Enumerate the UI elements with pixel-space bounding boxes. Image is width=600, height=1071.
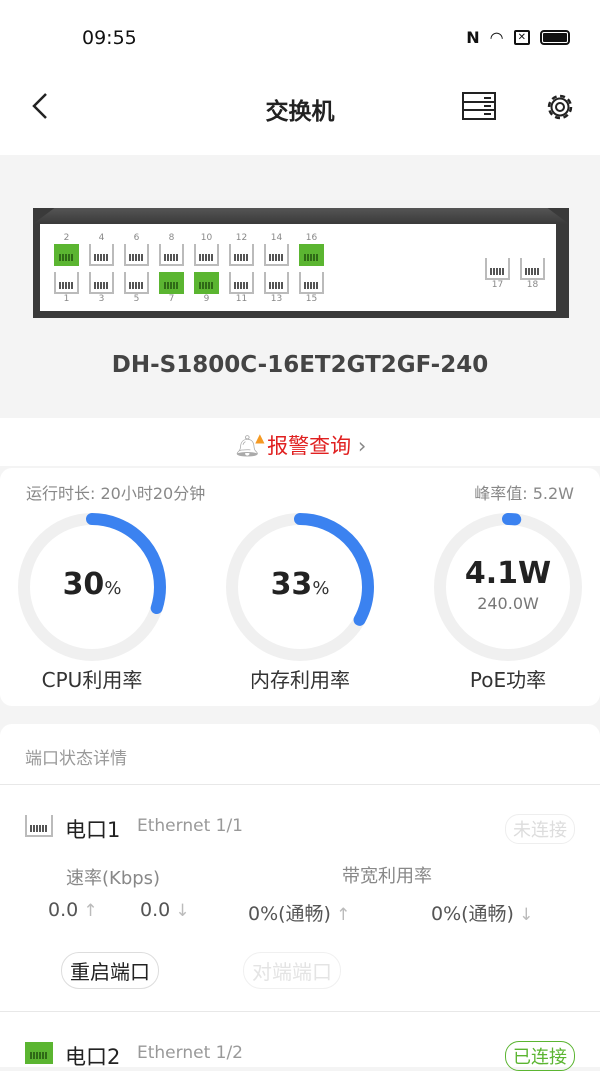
alarm-bell-icon: 🔔︎ ▲ bbox=[233, 431, 265, 458]
switch-port-9[interactable] bbox=[194, 272, 219, 294]
gauge-label: PoE功率 bbox=[469, 668, 547, 692]
gauge-value: 33 bbox=[270, 567, 313, 602]
arrow-up-icon: ↑ bbox=[83, 901, 98, 921]
gauge-unit: % bbox=[312, 578, 330, 599]
bandwidth-label: 带宽利用率 bbox=[342, 866, 432, 887]
port-number: 8 bbox=[168, 233, 175, 243]
nfc-icon: N bbox=[466, 28, 480, 47]
port-number: 13 bbox=[270, 294, 283, 304]
port-number: 1 bbox=[63, 294, 70, 304]
ports-section-title: 端口状态详情 bbox=[25, 749, 127, 769]
gauge-label: 内存利用率 bbox=[250, 668, 350, 692]
gauge-fill bbox=[226, 513, 374, 661]
alarm-label: 报警查询 bbox=[267, 434, 352, 458]
peer-port-button[interactable]: 对端端口 bbox=[243, 952, 341, 989]
switch-port-18[interactable] bbox=[520, 258, 545, 280]
peak-power: 峰率值: 5.2W bbox=[474, 484, 574, 503]
gear-icon[interactable] bbox=[543, 90, 577, 128]
bandwidth-up: 0%(通畅) bbox=[248, 903, 331, 925]
ethernet-port-icon bbox=[25, 815, 53, 837]
switch-port-10[interactable] bbox=[194, 244, 219, 266]
stats-card bbox=[0, 468, 600, 706]
switch-panel bbox=[40, 224, 556, 311]
rate-down: 0.0 bbox=[140, 899, 171, 921]
port-number: 6 bbox=[133, 233, 140, 243]
port-number: 14 bbox=[270, 233, 283, 243]
port-number: 2 bbox=[63, 233, 70, 243]
divider bbox=[0, 1011, 600, 1012]
bandwidth-down: 0%(通畅) bbox=[431, 903, 514, 925]
port-number: 5 bbox=[133, 294, 140, 304]
switch-port-4[interactable] bbox=[89, 244, 114, 266]
port-number: 16 bbox=[305, 233, 318, 243]
gauge-label: CPU利用率 bbox=[41, 668, 143, 692]
port-number: 3 bbox=[98, 294, 105, 304]
status-bar bbox=[0, 0, 600, 75]
switch-port-7[interactable] bbox=[159, 272, 184, 294]
switch-port-8[interactable] bbox=[159, 244, 184, 266]
arrow-up-icon: ↑ bbox=[336, 905, 351, 925]
sim-off-icon: ✕ bbox=[513, 30, 530, 45]
nav-bar bbox=[0, 75, 600, 155]
switch-port-1[interactable] bbox=[54, 272, 79, 294]
status-icons: N ◠ ✕ bbox=[466, 28, 570, 47]
gauge-ring bbox=[226, 513, 374, 661]
switch-port-2[interactable] bbox=[54, 244, 79, 266]
gauge-value: 30 bbox=[62, 567, 105, 602]
switch-port-3[interactable] bbox=[89, 272, 114, 294]
chevron-right-icon: › bbox=[357, 434, 367, 458]
chevron-left-icon[interactable] bbox=[28, 88, 52, 132]
gauge-sub: 240.0W bbox=[477, 594, 539, 613]
switch-top bbox=[33, 208, 569, 224]
divider bbox=[0, 784, 600, 785]
switch-port-15[interactable] bbox=[299, 272, 324, 294]
device-model: DH-S1800C-16ET2GT2GF-240 bbox=[111, 352, 489, 378]
gauge-value: 4.1W bbox=[464, 556, 552, 591]
alarm-query-link[interactable]: 🔔︎ ▲ 报警查询 › bbox=[0, 418, 600, 466]
port-number: 18 bbox=[526, 280, 539, 290]
switch-port-12[interactable] bbox=[229, 244, 254, 266]
gauge-fill bbox=[434, 513, 582, 661]
arrow-down-icon: ↓ bbox=[519, 905, 534, 925]
switch-port-13[interactable] bbox=[264, 272, 289, 294]
port-number: 15 bbox=[305, 294, 318, 304]
rate-label: 速率(Kbps) bbox=[66, 868, 161, 889]
port-number: 9 bbox=[203, 294, 210, 304]
port-number: 12 bbox=[235, 233, 248, 243]
switch-port-6[interactable] bbox=[124, 244, 149, 266]
switch-port-5[interactable] bbox=[124, 272, 149, 294]
port-number: 7 bbox=[168, 294, 175, 304]
switch-port-14[interactable] bbox=[264, 244, 289, 266]
status-badge: 未连接 bbox=[505, 814, 575, 844]
status-time: 09:55 bbox=[82, 27, 137, 49]
gauge-unit: % bbox=[104, 578, 122, 599]
gauge-ring bbox=[434, 513, 582, 661]
rate-up: 0.0 bbox=[48, 899, 79, 921]
uptime: 运行时长: 20小时20分钟 bbox=[26, 484, 206, 503]
ethernet-port-icon bbox=[25, 1042, 53, 1064]
port-ethernet: Ethernet 1/1 bbox=[137, 816, 243, 836]
arrow-down-icon: ↓ bbox=[175, 901, 190, 921]
port-number: 17 bbox=[491, 280, 504, 290]
port-number: 11 bbox=[235, 294, 248, 304]
ports-section bbox=[0, 724, 600, 1067]
battery-icon bbox=[540, 30, 570, 45]
switch-port-16[interactable] bbox=[299, 244, 324, 266]
port-ethernet: Ethernet 1/2 bbox=[137, 1043, 243, 1063]
restart-port-button[interactable]: 重启端口 bbox=[61, 952, 159, 989]
switch-port-17[interactable] bbox=[485, 258, 510, 280]
device-list-icon[interactable] bbox=[462, 92, 496, 124]
page-title: 交换机 bbox=[265, 99, 335, 125]
port-number: 4 bbox=[98, 233, 105, 243]
port-number: 10 bbox=[200, 233, 213, 243]
switch-port-11[interactable] bbox=[229, 272, 254, 294]
wifi-icon: ◠ bbox=[489, 28, 504, 47]
gauge-fill bbox=[18, 513, 166, 661]
port-name: 电口1 bbox=[65, 818, 121, 842]
port-name: 电口2 bbox=[65, 1045, 121, 1069]
gauge-ring bbox=[18, 513, 166, 661]
